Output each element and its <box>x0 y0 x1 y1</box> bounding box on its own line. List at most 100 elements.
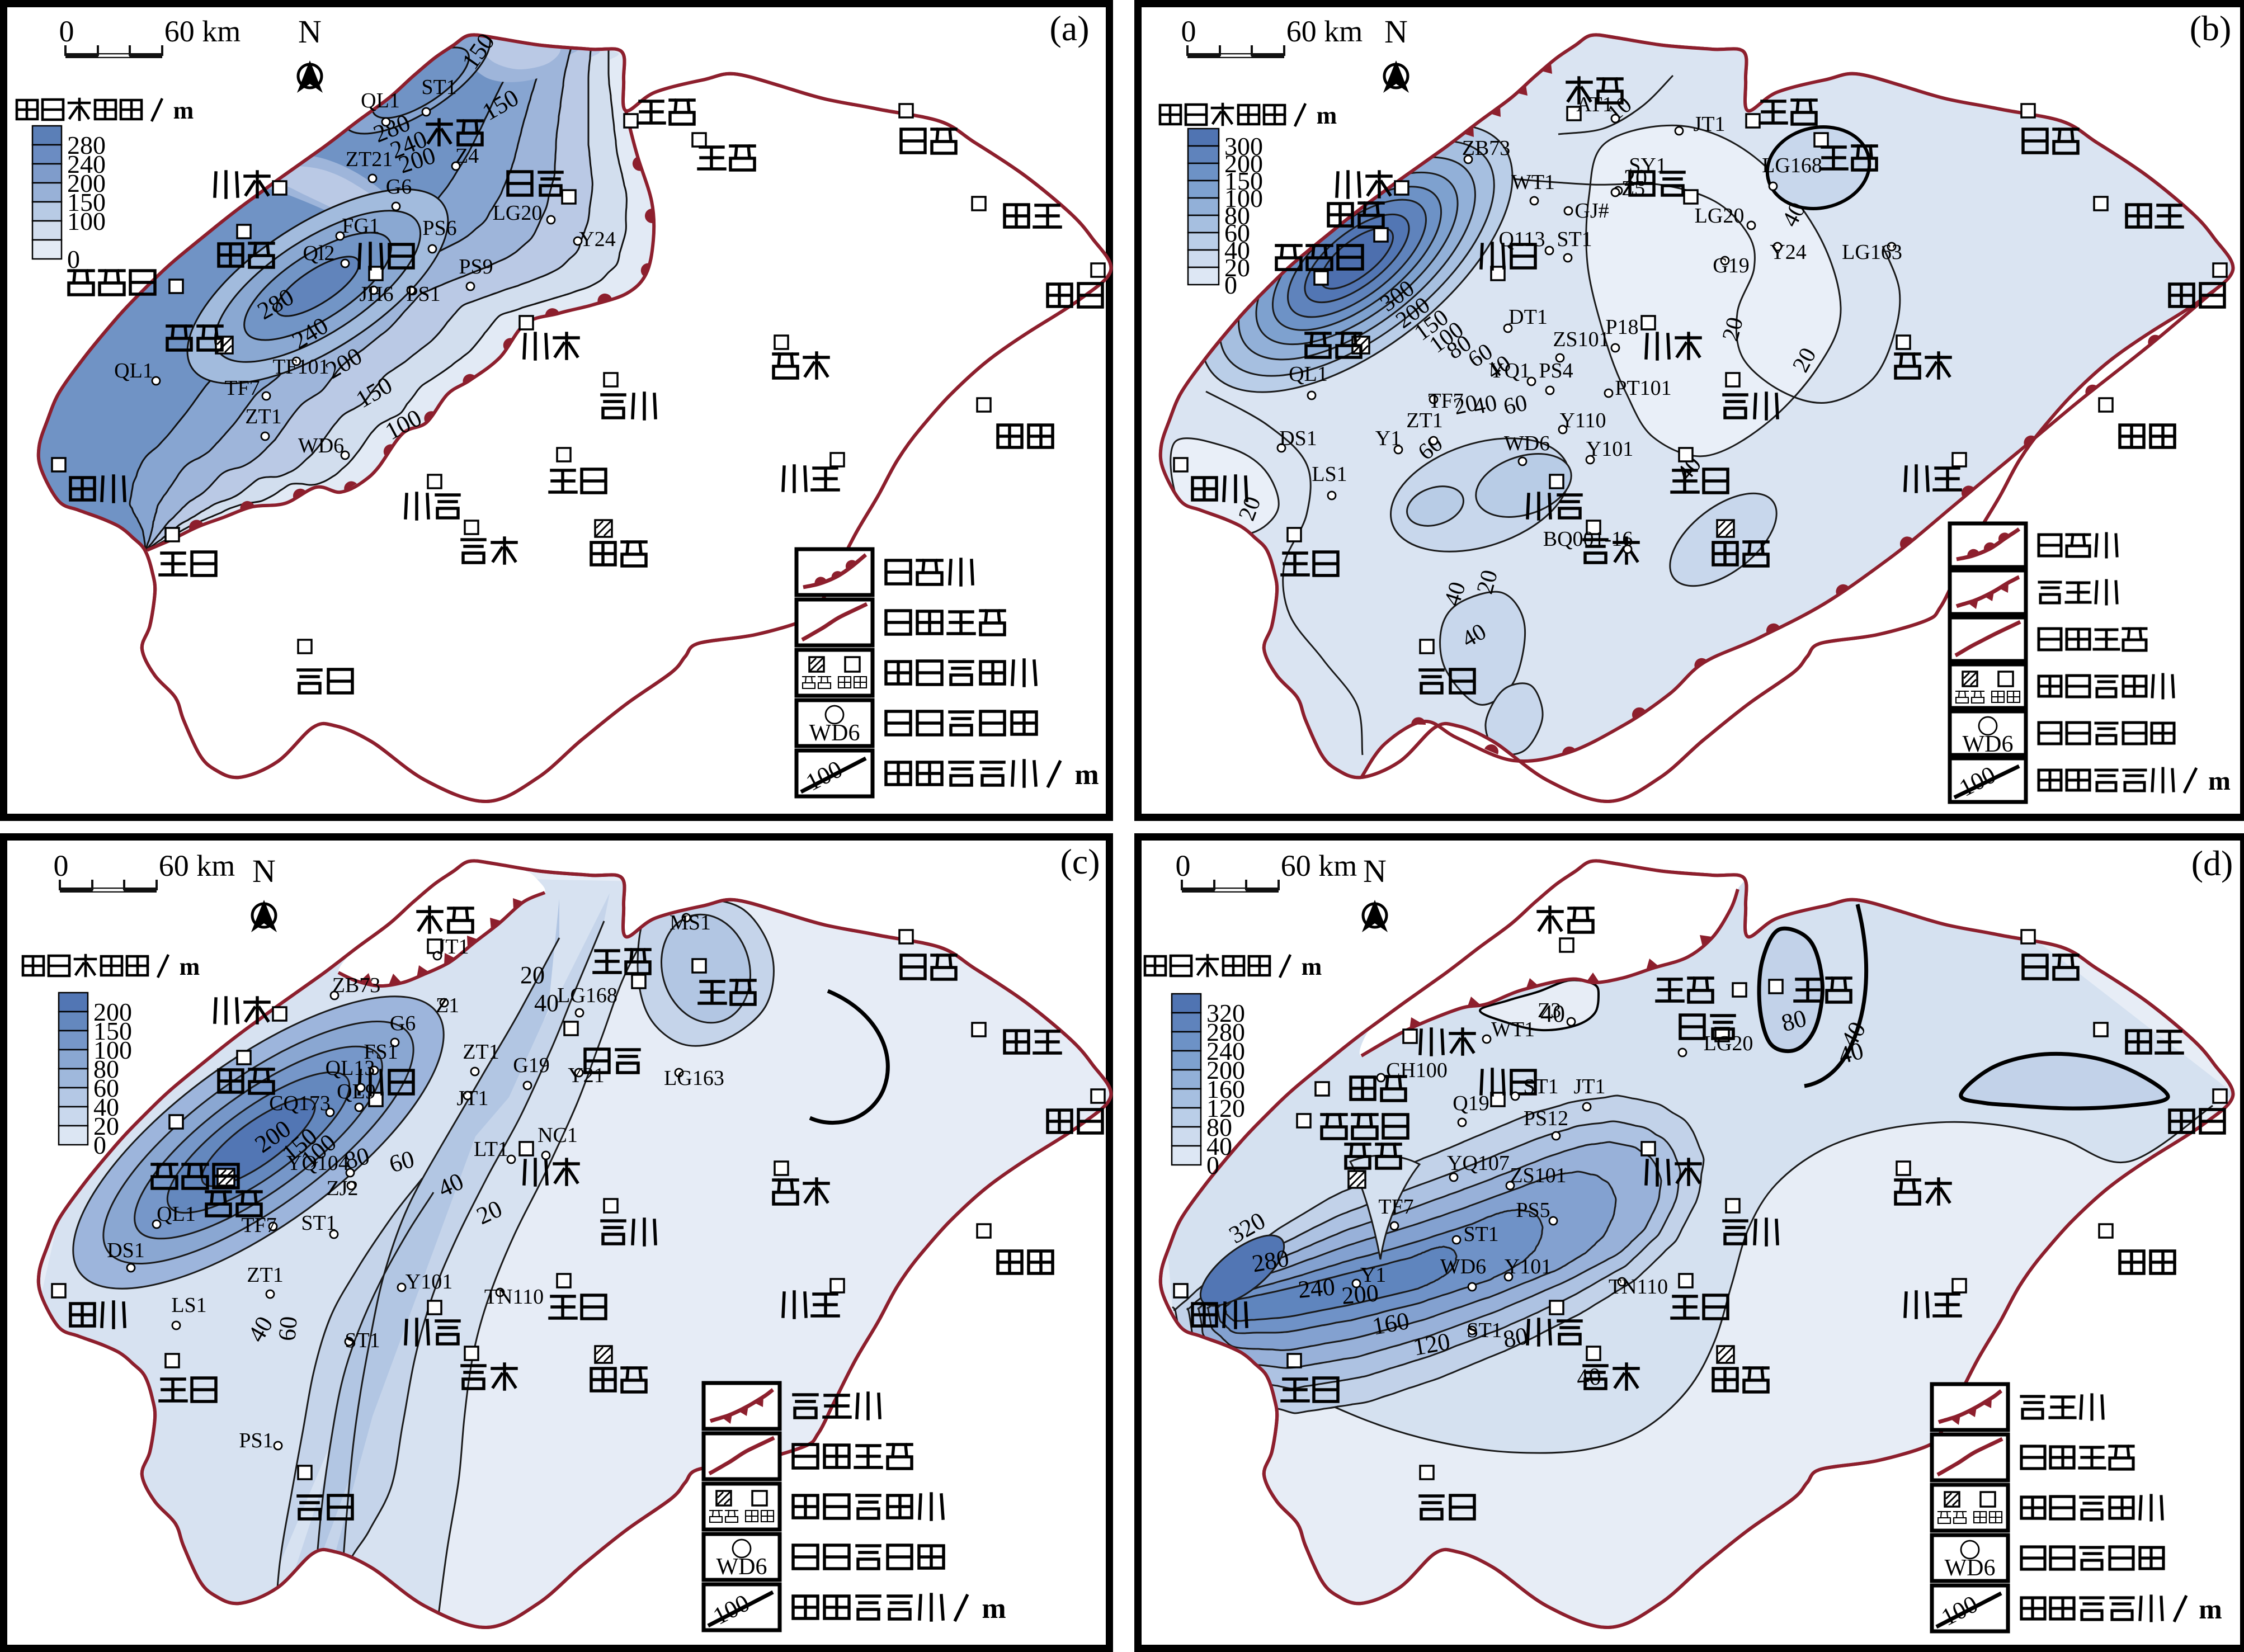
svg-text:(a): (a) <box>1049 8 1089 48</box>
svg-text:ZT1: ZT1 <box>1406 409 1442 432</box>
svg-text:Z3: Z3 <box>1538 999 1561 1022</box>
svg-text:WT1: WT1 <box>1491 1018 1535 1041</box>
svg-text:QL9: QL9 <box>337 1080 376 1103</box>
svg-text:80: 80 <box>1224 201 1250 230</box>
svg-text:60: 60 <box>93 1074 119 1102</box>
svg-text:PS5: PS5 <box>1516 1198 1550 1222</box>
svg-text:PS1: PS1 <box>239 1429 273 1452</box>
svg-text:60 km: 60 km <box>164 15 241 48</box>
svg-text:0: 0 <box>59 15 74 48</box>
svg-text:(b): (b) <box>2190 8 2232 48</box>
svg-text:TN110: TN110 <box>484 1285 544 1309</box>
svg-text:40: 40 <box>1540 1000 1565 1027</box>
svg-text:YQ1: YQ1 <box>1489 359 1530 383</box>
svg-text:G19: G19 <box>513 1054 549 1077</box>
svg-text:60: 60 <box>1501 390 1530 420</box>
svg-text:N: N <box>1363 853 1387 889</box>
svg-text:PS4: PS4 <box>1539 359 1573 383</box>
svg-text:FS1: FS1 <box>364 1040 398 1064</box>
svg-text:JT1: JT1 <box>1694 112 1726 136</box>
svg-text:N: N <box>298 13 322 50</box>
svg-text:0: 0 <box>1176 849 1191 882</box>
svg-text:PS12: PS12 <box>1524 1107 1568 1130</box>
svg-text:WD6: WD6 <box>1963 731 2014 757</box>
svg-text:WD6: WD6 <box>298 434 344 457</box>
svg-text:YQ107: YQ107 <box>1447 1151 1510 1175</box>
svg-text:ST1: ST1 <box>1557 228 1592 251</box>
svg-text:YQ104: YQ104 <box>286 1151 349 1175</box>
svg-text:0: 0 <box>54 849 69 882</box>
svg-text:150: 150 <box>67 188 106 216</box>
svg-text:200: 200 <box>93 998 132 1026</box>
svg-text:QL1: QL1 <box>361 89 400 112</box>
svg-text:ZS101: ZS101 <box>1510 1164 1566 1187</box>
svg-text:100: 100 <box>67 207 106 235</box>
svg-text:200: 200 <box>67 169 106 197</box>
svg-text:MS1: MS1 <box>670 911 711 934</box>
svg-text:Y21: Y21 <box>568 1064 604 1087</box>
svg-text:(d): (d) <box>2191 843 2233 883</box>
svg-text:200: 200 <box>1224 149 1263 178</box>
svg-text:GJ#: GJ# <box>1574 199 1609 223</box>
svg-text:Y1: Y1 <box>1360 1263 1386 1287</box>
svg-text:100: 100 <box>93 1036 132 1064</box>
svg-text:40: 40 <box>93 1093 119 1121</box>
svg-text:80: 80 <box>93 1055 119 1083</box>
svg-text:P18: P18 <box>1605 315 1638 339</box>
svg-text:60 km: 60 km <box>1286 15 1363 48</box>
svg-text:TF7: TF7 <box>241 1214 276 1237</box>
svg-text:Y24: Y24 <box>1770 240 1806 264</box>
svg-text:LG163: LG163 <box>1842 240 1902 264</box>
svg-text:m: m <box>1317 102 1337 129</box>
svg-text:DS1: DS1 <box>107 1239 145 1262</box>
svg-text:LG20: LG20 <box>1695 204 1745 228</box>
svg-text:ST1: ST1 <box>421 75 456 99</box>
svg-text:280: 280 <box>1206 1018 1245 1046</box>
svg-text:20: 20 <box>520 961 545 989</box>
svg-text:40: 40 <box>534 989 559 1017</box>
svg-text:160: 160 <box>1370 1307 1412 1341</box>
svg-text:m: m <box>180 953 200 980</box>
svg-text:200: 200 <box>1206 1056 1245 1084</box>
svg-text:150: 150 <box>93 1017 132 1045</box>
svg-text:G6: G6 <box>386 175 412 199</box>
svg-text:Y101: Y101 <box>1505 1255 1552 1278</box>
svg-text:DT1: DT1 <box>1508 305 1548 329</box>
svg-text:QL1: QL1 <box>114 359 153 383</box>
svg-text:FG1: FG1 <box>342 214 380 238</box>
svg-text:280: 280 <box>1250 1244 1291 1278</box>
svg-text:ST1: ST1 <box>301 1211 336 1235</box>
svg-text:0: 0 <box>67 245 80 273</box>
svg-text:Y101: Y101 <box>406 1270 452 1294</box>
svg-text:280: 280 <box>67 131 106 159</box>
svg-text:20: 20 <box>93 1112 119 1140</box>
svg-text:ZT21: ZT21 <box>346 148 393 171</box>
svg-text:LG168: LG168 <box>557 984 617 1007</box>
svg-text:60: 60 <box>273 1315 303 1342</box>
svg-text:40: 40 <box>1224 236 1250 265</box>
svg-text:Q113: Q113 <box>1498 228 1545 251</box>
svg-text:N: N <box>252 853 276 889</box>
svg-text:ZT1: ZT1 <box>247 1263 283 1287</box>
svg-text:WD6: WD6 <box>809 720 860 746</box>
svg-text:0: 0 <box>1206 1151 1219 1179</box>
svg-text:QL1: QL1 <box>157 1202 196 1226</box>
svg-text:240: 240 <box>1297 1273 1336 1304</box>
svg-text:Z4: Z4 <box>455 144 479 168</box>
svg-text:JT1: JT1 <box>457 1087 489 1110</box>
svg-text:ST1: ST1 <box>1523 1075 1558 1098</box>
svg-text:PS9: PS9 <box>459 255 493 279</box>
svg-text:N: N <box>1384 13 1408 50</box>
svg-text:0: 0 <box>1181 15 1196 48</box>
svg-text:G6: G6 <box>390 1012 416 1035</box>
svg-text:WD6: WD6 <box>1945 1555 1996 1581</box>
svg-text:160: 160 <box>1206 1075 1245 1103</box>
svg-text:100: 100 <box>1224 184 1263 213</box>
svg-text:PS1: PS1 <box>406 282 440 306</box>
svg-text:40: 40 <box>1206 1132 1232 1160</box>
svg-text:20: 20 <box>1624 166 1647 191</box>
svg-text:NC1: NC1 <box>538 1124 578 1147</box>
svg-text:120: 120 <box>1411 1328 1453 1361</box>
svg-text:40: 40 <box>1471 390 1500 420</box>
svg-text:Y24: Y24 <box>579 228 615 251</box>
